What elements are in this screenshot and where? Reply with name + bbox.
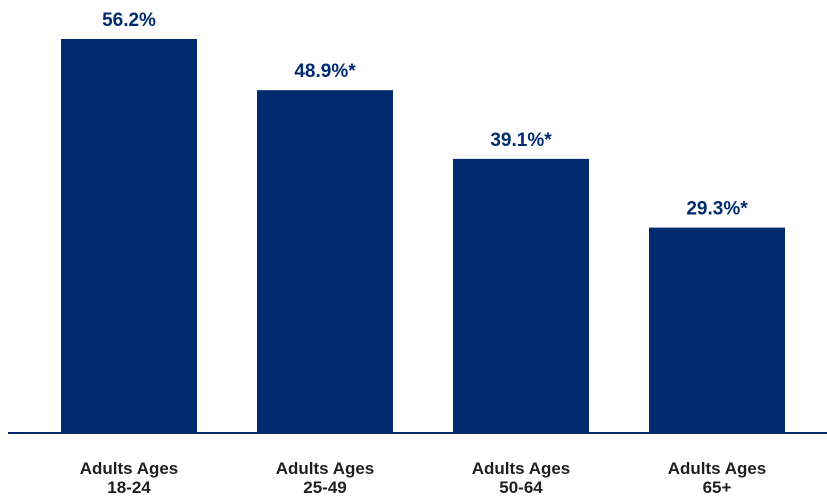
value-label-1: 56.2% bbox=[102, 10, 156, 31]
category-label-3: Adults Ages 50-64 bbox=[472, 459, 571, 497]
bar-1 bbox=[61, 39, 197, 433]
category-label-2: Adults Ages 25-49 bbox=[276, 459, 375, 497]
category-label-line: Adults Ages bbox=[80, 459, 179, 478]
bar-4 bbox=[649, 227, 785, 433]
category-label-line: 50-64 bbox=[499, 478, 543, 497]
category-label-line: Adults Ages bbox=[276, 459, 375, 478]
category-label-line: Adults Ages bbox=[472, 459, 571, 478]
category-label-line: 65+ bbox=[703, 478, 732, 497]
value-label-4: 29.3%* bbox=[686, 199, 748, 220]
category-label-1: Adults Ages 18-24 bbox=[80, 459, 179, 497]
category-label-line: 18-24 bbox=[107, 478, 151, 497]
category-label-line: 25-49 bbox=[303, 478, 346, 497]
value-labels-group: 56.2% 48.9%* 39.1%* 29.3%* bbox=[102, 10, 748, 220]
value-label-2: 48.9%* bbox=[294, 61, 356, 82]
bar-3 bbox=[453, 158, 589, 433]
bars-group bbox=[61, 39, 785, 434]
category-label-4: Adults Ages 65+ bbox=[668, 459, 767, 497]
value-label-3: 39.1%* bbox=[490, 130, 552, 151]
category-label-line: Adults Ages bbox=[668, 459, 767, 478]
bar-2 bbox=[257, 90, 393, 434]
